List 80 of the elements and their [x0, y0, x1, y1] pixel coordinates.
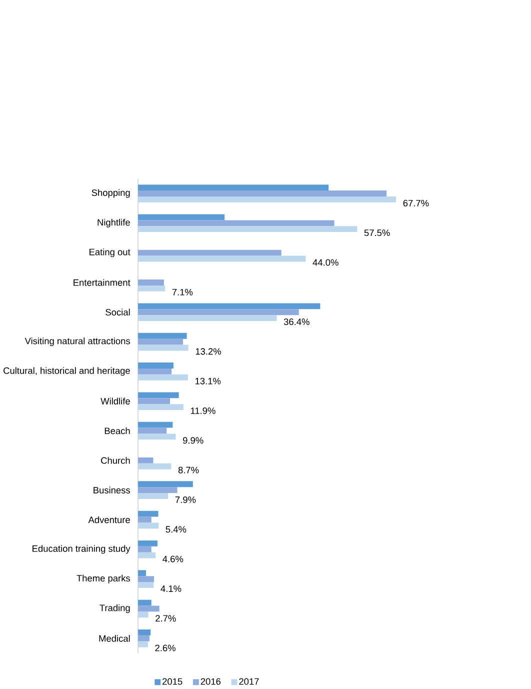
bar: [138, 546, 152, 552]
data-label: 36.4%: [284, 318, 310, 326]
bar: [138, 250, 282, 256]
bar: [138, 368, 172, 374]
y-tick-label: Business: [93, 486, 130, 494]
bar: [138, 629, 150, 636]
data-label: 44.0%: [312, 259, 338, 266]
bar: [138, 285, 165, 292]
data-label: 9.9%: [182, 437, 204, 444]
bar: [138, 428, 166, 434]
bar: [138, 600, 152, 606]
y-tick-label: Nightlife: [98, 218, 130, 228]
bar: [138, 404, 184, 410]
data-label: 8.7%: [178, 466, 199, 474]
bar: [138, 422, 173, 428]
y-tick-label: Social: [105, 308, 130, 316]
data-label: 2.7%: [155, 615, 176, 622]
data-label: 5.4%: [166, 526, 186, 533]
data-label: 7.1%: [172, 288, 192, 296]
bar: [138, 309, 299, 316]
y-tick-label: Adventure: [88, 516, 130, 524]
data-label: 57.5%: [364, 230, 390, 236]
bar: [138, 510, 158, 517]
y-tick-label: Beach: [104, 427, 130, 434]
bar: [138, 582, 154, 588]
y-tick-label: Cultural, historical and heritage: [3, 367, 130, 376]
bar: [138, 344, 188, 351]
bar: [138, 196, 396, 202]
data-label: 67.7%: [403, 200, 429, 206]
bar: [138, 457, 154, 464]
bar: [138, 481, 193, 488]
bar: [138, 374, 188, 380]
y-tick-label: Church: [100, 457, 130, 464]
bar: [138, 362, 174, 368]
bar: [138, 280, 164, 286]
data-label: 4.1%: [160, 585, 181, 592]
bar: [138, 214, 224, 220]
bar: [138, 522, 158, 529]
legend-label: 2015: [162, 678, 182, 685]
y-tick-label: Theme parks: [76, 574, 130, 584]
data-label: 11.9%: [190, 407, 216, 414]
bar: [138, 256, 306, 262]
data-label: 13.1%: [195, 378, 220, 384]
y-tick-label: Trading: [99, 604, 130, 613]
data-label: 7.9%: [175, 496, 196, 503]
bar: [138, 552, 156, 558]
bar: [138, 576, 154, 582]
bar: [138, 516, 152, 523]
y-tick-label: Education training study: [32, 545, 130, 554]
data-label: 2.6%: [155, 644, 176, 652]
y-tick-label: Entertainment: [73, 279, 130, 286]
bar: [138, 635, 150, 642]
y-tick-label: Medical: [99, 634, 130, 642]
data-label: 4.6%: [162, 556, 183, 562]
bar: [138, 332, 187, 339]
data-label: 13.2%: [196, 348, 221, 355]
legend-label: 2016: [200, 678, 220, 685]
bar: [138, 606, 160, 612]
bar: [138, 338, 183, 345]
y-tick-label: Visiting natural attractions: [24, 337, 130, 346]
bar: [138, 641, 148, 648]
y-tick-label: Eating out: [89, 248, 130, 258]
y-tick-label: Wildlife: [100, 398, 130, 404]
bar: [138, 398, 170, 404]
bar: [138, 612, 148, 618]
legend-label: 2017: [238, 678, 259, 685]
bar: [138, 226, 357, 232]
bar: [138, 315, 277, 322]
bar: [138, 487, 178, 494]
y-tick-label: Shopping: [92, 189, 130, 198]
bar: [138, 392, 179, 398]
bar: [138, 190, 386, 196]
bar: [138, 303, 320, 310]
bar: [138, 220, 334, 226]
bar: [138, 184, 328, 191]
bar: [138, 493, 168, 499]
bar: [138, 463, 171, 470]
bar: [138, 570, 146, 576]
bar: [138, 434, 176, 440]
bar: [138, 540, 158, 546]
